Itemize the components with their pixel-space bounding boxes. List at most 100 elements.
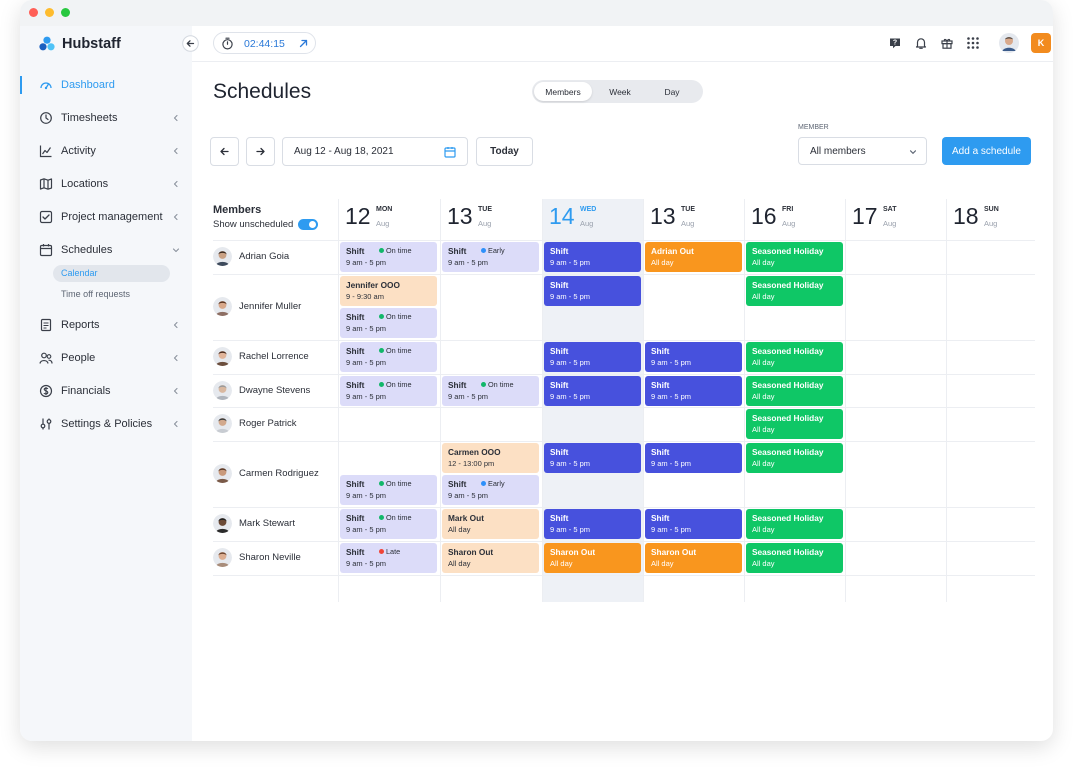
sidebar-item-label: Schedules	[61, 244, 113, 256]
schedule-event[interactable]: Jennifer OOO 9 - 9:30 am	[340, 276, 437, 306]
chevron-left-icon[interactable]	[171, 386, 181, 396]
schedule-event[interactable]: Adrian Out All day	[645, 242, 742, 272]
view-option-members[interactable]: Members	[534, 82, 592, 101]
event-status: On time	[386, 346, 412, 355]
chevron-left-icon[interactable]	[171, 212, 181, 222]
schedule-event[interactable]: Seasoned Holiday All day	[746, 509, 843, 539]
view-option-day[interactable]: Day	[664, 86, 680, 97]
apps-grid-icon[interactable]	[966, 36, 980, 50]
day-header-2[interactable]: 14 WED Aug	[542, 199, 643, 239]
member-row-jennifer-muller[interactable]: Jennifer Muller	[213, 297, 333, 317]
sidebar-subitem-calendar[interactable]: Calendar	[53, 265, 170, 282]
schedule-event[interactable]: Shift 9 am - 5 pm	[645, 376, 742, 406]
sidebar-subitem-time-off-requests[interactable]: Time off requests	[61, 289, 131, 299]
collapse-sidebar-button[interactable]	[182, 35, 199, 52]
help-icon[interactable]: ?	[888, 36, 902, 50]
sidebar-item-financials[interactable]: Financials	[20, 378, 192, 404]
schedule-event[interactable]: Seasoned Holiday All day	[746, 443, 843, 473]
day-header-5[interactable]: 17 SAT Aug	[845, 199, 946, 239]
gift-icon[interactable]	[940, 36, 954, 50]
show-unscheduled-toggle[interactable]	[298, 219, 318, 230]
member-row-rachel-lorrence[interactable]: Rachel Lorrence	[213, 347, 333, 367]
schedule-event[interactable]: Shift 9 am - 5 pm	[544, 242, 641, 272]
add-schedule-button[interactable]: Add a schedule	[942, 137, 1031, 165]
chevron-left-icon[interactable]	[171, 113, 181, 123]
schedule-event[interactable]: Shift On time 9 am - 5 pm	[340, 475, 437, 505]
member-row-adrian-goia[interactable]: Adrian Goia	[213, 247, 333, 267]
sidebar-item-dashboard[interactable]: Dashboard	[20, 72, 192, 98]
member-row-mark-stewart[interactable]: Mark Stewart	[213, 514, 333, 534]
schedule-event[interactable]: Sharon Out All day	[442, 543, 539, 573]
schedule-event[interactable]: Sharon Out All day	[544, 543, 641, 573]
schedule-event[interactable]: Shift 9 am - 5 pm	[645, 443, 742, 473]
schedule-event[interactable]: Shift 9 am - 5 pm	[544, 509, 641, 539]
hubstaff-logo[interactable]: Hubstaff	[38, 35, 121, 53]
organization-badge[interactable]: K	[1031, 33, 1051, 53]
chevron-left-icon[interactable]	[171, 320, 181, 330]
schedule-event[interactable]: Shift On time 9 am - 5 pm	[340, 509, 437, 539]
chevron-left-icon[interactable]	[171, 146, 181, 156]
member-row-sharon-neville[interactable]: Sharon Neville	[213, 548, 333, 568]
view-option-week[interactable]: Week	[609, 86, 631, 97]
schedule-event[interactable]: Seasoned Holiday All day	[746, 376, 843, 406]
sidebar-item-project-management[interactable]: Project management	[20, 204, 192, 230]
schedule-event[interactable]: Shift Early 9 am - 5 pm	[442, 242, 539, 272]
timer-widget[interactable]: 02:44:15	[213, 32, 316, 54]
user-avatar[interactable]	[999, 33, 1019, 53]
day-header-6[interactable]: 18 SUN Aug	[946, 199, 1047, 239]
schedule-event[interactable]: Seasoned Holiday All day	[746, 543, 843, 573]
day-month: Aug	[984, 219, 998, 228]
schedule-event[interactable]: Sharon Out All day	[645, 543, 742, 573]
schedule-event[interactable]: Shift 9 am - 5 pm	[645, 342, 742, 372]
schedule-event[interactable]: Seasoned Holiday All day	[746, 276, 843, 306]
schedule-event[interactable]: Shift On time 9 am - 5 pm	[340, 342, 437, 372]
schedule-event[interactable]: Shift 9 am - 5 pm	[544, 443, 641, 473]
day-header-0[interactable]: 12 MON Aug	[338, 199, 439, 239]
schedule-event[interactable]: Seasoned Holiday All day	[746, 409, 843, 439]
schedule-event[interactable]: Shift 9 am - 5 pm	[544, 276, 641, 306]
schedule-event[interactable]: Shift 9 am - 5 pm	[645, 509, 742, 539]
schedule-event[interactable]: Carmen OOO 12 - 13:00 pm	[442, 443, 539, 473]
member-filter-select[interactable]: All members	[798, 137, 927, 165]
maximize-window-button[interactable]	[61, 8, 70, 17]
schedule-event[interactable]: Seasoned Holiday All day	[746, 242, 843, 272]
next-week-button[interactable]	[246, 137, 275, 166]
schedule-event[interactable]: Seasoned Holiday All day	[746, 342, 843, 372]
sidebar-item-people[interactable]: People	[20, 345, 192, 371]
member-row-dwayne-stevens[interactable]: Dwayne Stevens	[213, 380, 333, 401]
chevron-left-icon[interactable]	[171, 179, 181, 189]
schedule-event[interactable]: Mark Out All day	[442, 509, 539, 539]
sidebar-item-reports[interactable]: Reports	[20, 312, 192, 338]
day-header-4[interactable]: 16 FRI Aug	[744, 199, 845, 239]
chevron-left-icon[interactable]	[171, 419, 181, 429]
schedule-event[interactable]: Shift 9 am - 5 pm	[544, 376, 641, 406]
sidebar-item-schedules[interactable]: Schedules	[20, 237, 192, 263]
day-header-3[interactable]: 13 TUE Aug	[643, 199, 744, 239]
minimize-window-button[interactable]	[45, 8, 54, 17]
expand-arrow-icon[interactable]	[298, 38, 309, 49]
schedule-event[interactable]: Shift Early 9 am - 5 pm	[442, 475, 539, 505]
day-header-1[interactable]: 13 TUE Aug	[440, 199, 541, 239]
sidebar-item-activity[interactable]: Activity	[20, 138, 192, 164]
today-button[interactable]: Today	[476, 137, 533, 166]
chevron-down-icon[interactable]	[171, 245, 181, 255]
sidebar-item-settings-policies[interactable]: Settings & Policies	[20, 411, 192, 437]
close-window-button[interactable]	[29, 8, 38, 17]
chevron-left-icon[interactable]	[171, 353, 181, 363]
member-row-roger-patrick[interactable]: Roger Patrick	[213, 414, 333, 434]
schedule-event[interactable]: Shift Late 9 am - 5 pm	[340, 543, 437, 573]
sidebar-item-locations[interactable]: Locations	[20, 171, 192, 197]
date-range-picker[interactable]: Aug 12 - Aug 18, 2021	[282, 137, 468, 166]
member-row-carmen-rodriguez[interactable]: Carmen Rodriguez	[213, 464, 333, 484]
schedule-event[interactable]: Shift On time 9 am - 5 pm	[340, 376, 437, 406]
status-dot-icon	[379, 314, 384, 319]
schedule-event[interactable]: Shift 9 am - 5 pm	[544, 342, 641, 372]
report-icon	[40, 318, 52, 332]
schedule-event[interactable]: Shift On time 9 am - 5 pm	[340, 308, 437, 338]
event-time: All day	[752, 358, 775, 367]
bell-icon[interactable]	[914, 36, 928, 50]
schedule-event[interactable]: Shift On time 9 am - 5 pm	[442, 376, 539, 406]
schedule-event[interactable]: Shift On time 9 am - 5 pm	[340, 242, 437, 272]
sidebar-item-timesheets[interactable]: Timesheets	[20, 105, 192, 131]
previous-week-button[interactable]	[210, 137, 239, 166]
